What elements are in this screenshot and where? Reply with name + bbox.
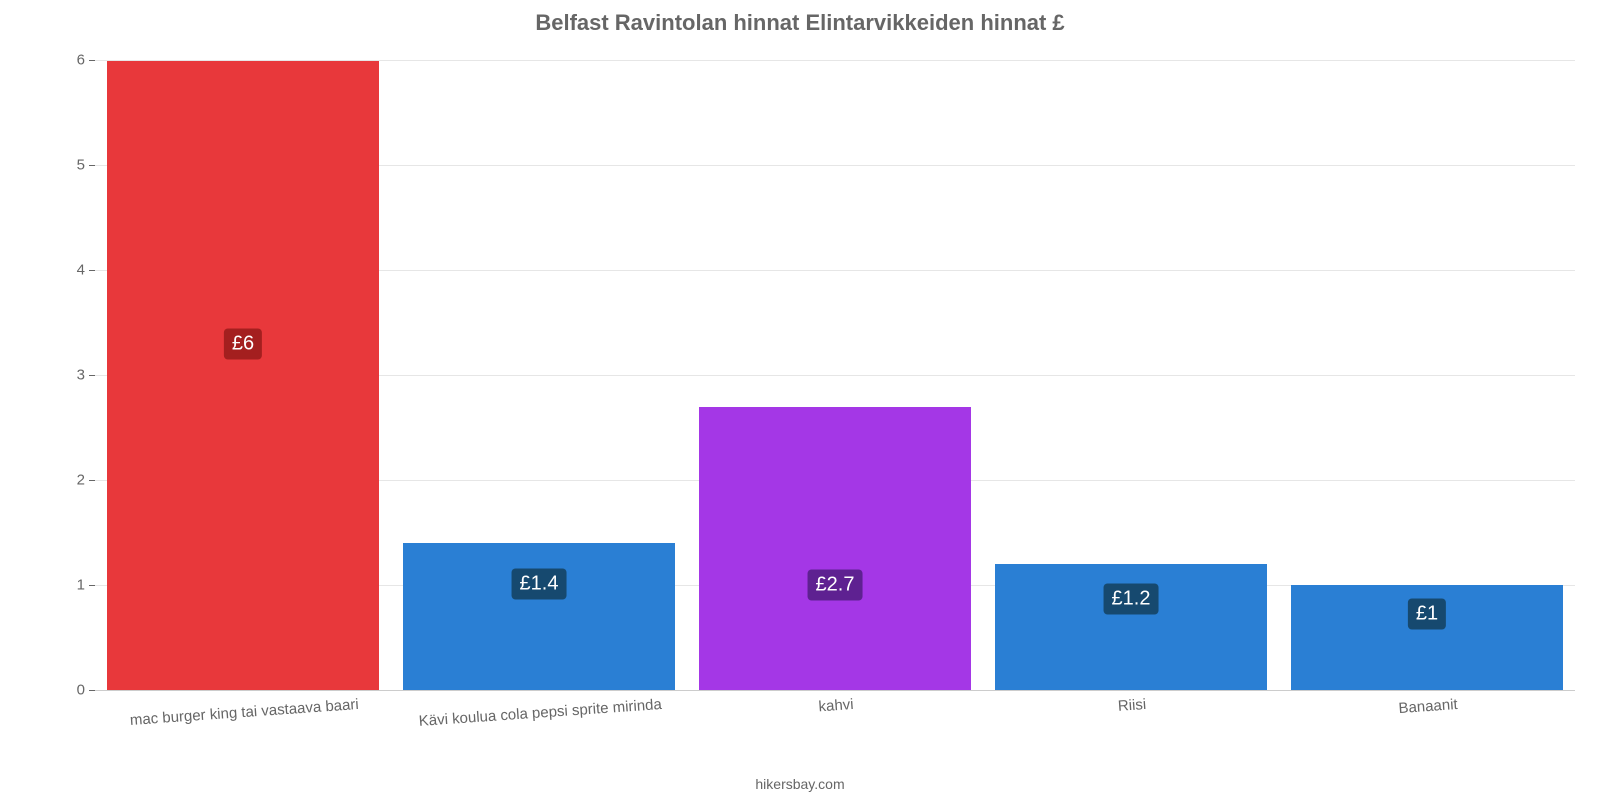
bar-value-label: £2.7 [808, 570, 863, 601]
plot-area: 0123456£6mac burger king tai vastaava ba… [95, 50, 1575, 690]
y-tick-label: 0 [77, 682, 95, 699]
x-category-label: mac burger king tai vastaava baari [129, 690, 359, 729]
chart-credit: hikersbay.com [0, 776, 1600, 792]
y-tick-label: 2 [77, 472, 95, 489]
bar [107, 61, 379, 691]
y-tick-label: 6 [77, 52, 95, 69]
x-category-label: kahvi [818, 690, 855, 715]
bar-value-label: £1 [1408, 599, 1446, 630]
y-tick-label: 1 [77, 577, 95, 594]
bar [403, 543, 675, 690]
x-category-label: Kävi koulua cola pepsi sprite mirinda [418, 690, 662, 730]
x-category-label: Riisi [1117, 690, 1147, 715]
y-tick-label: 4 [77, 262, 95, 279]
y-tick-label: 5 [77, 157, 95, 174]
bar-value-label: £1.2 [1104, 584, 1159, 615]
bar-value-label: £1.4 [512, 569, 567, 600]
bar-value-label: £6 [224, 328, 262, 359]
price-bar-chart: Belfast Ravintolan hinnat Elintarvikkeid… [0, 0, 1600, 800]
chart-title: Belfast Ravintolan hinnat Elintarvikkeid… [0, 10, 1600, 36]
x-category-label: Banaanit [1398, 690, 1459, 717]
bar [699, 407, 971, 690]
y-tick-label: 3 [77, 367, 95, 384]
